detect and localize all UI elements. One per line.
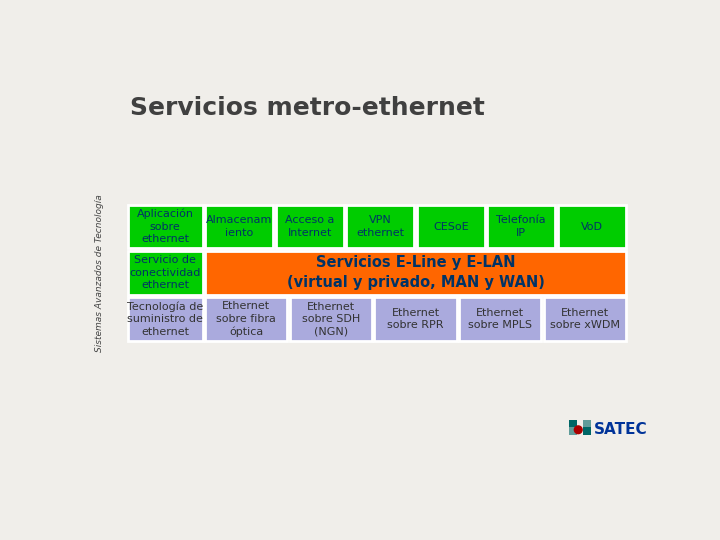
Text: SATEC: SATEC bbox=[594, 422, 647, 436]
Text: Acceso a
Internet: Acceso a Internet bbox=[285, 215, 334, 238]
Bar bbox=[569, 420, 577, 428]
Bar bbox=[276, 205, 344, 248]
Text: Ethernet
sobre SDH
(NGN): Ethernet sobre SDH (NGN) bbox=[302, 301, 360, 336]
Bar bbox=[205, 297, 287, 341]
Bar bbox=[569, 428, 577, 435]
Text: Servicios E-Line y E-LAN
(virtual y privado, MAN y WAN): Servicios E-Line y E-LAN (virtual y priv… bbox=[287, 255, 544, 290]
Text: Servicio de
conectividad
ethernet: Servicio de conectividad ethernet bbox=[130, 255, 201, 290]
Bar bbox=[127, 205, 203, 248]
Text: VPN
ethernet: VPN ethernet bbox=[356, 215, 404, 238]
Bar bbox=[583, 428, 590, 435]
Text: Almacenam
iento: Almacenam iento bbox=[206, 215, 272, 238]
Circle shape bbox=[575, 426, 582, 434]
Bar bbox=[544, 297, 626, 341]
Bar bbox=[583, 420, 590, 428]
Bar bbox=[205, 205, 274, 248]
Bar bbox=[289, 297, 372, 341]
Bar bbox=[127, 251, 203, 295]
Bar bbox=[346, 205, 414, 248]
Text: Ethernet
sobre MPLS: Ethernet sobre MPLS bbox=[468, 308, 532, 330]
Bar bbox=[205, 251, 626, 295]
Bar bbox=[459, 297, 541, 341]
Text: Aplicación
sobre
ethernet: Aplicación sobre ethernet bbox=[137, 209, 194, 244]
Text: Sistemas Avanzados de Tecnología: Sistemas Avanzados de Tecnología bbox=[95, 194, 104, 352]
Text: VoD: VoD bbox=[581, 221, 603, 232]
Text: Ethernet
sobre xWDM: Ethernet sobre xWDM bbox=[550, 308, 620, 330]
Text: CESoE: CESoE bbox=[433, 221, 469, 232]
Text: Ethernet
sobre fibra
óptica: Ethernet sobre fibra óptica bbox=[216, 301, 276, 336]
Text: Servicios metro-ethernet: Servicios metro-ethernet bbox=[130, 96, 485, 119]
Text: Telefonía
IP: Telefonía IP bbox=[497, 215, 546, 238]
Text: Ethernet
sobre RPR: Ethernet sobre RPR bbox=[387, 308, 444, 330]
Bar bbox=[374, 297, 456, 341]
Bar bbox=[487, 205, 555, 248]
Text: Tecnología de
suministro de
ethernet: Tecnología de suministro de ethernet bbox=[127, 301, 203, 336]
Bar bbox=[558, 205, 626, 248]
Bar bbox=[417, 205, 485, 248]
Bar bbox=[127, 297, 203, 341]
